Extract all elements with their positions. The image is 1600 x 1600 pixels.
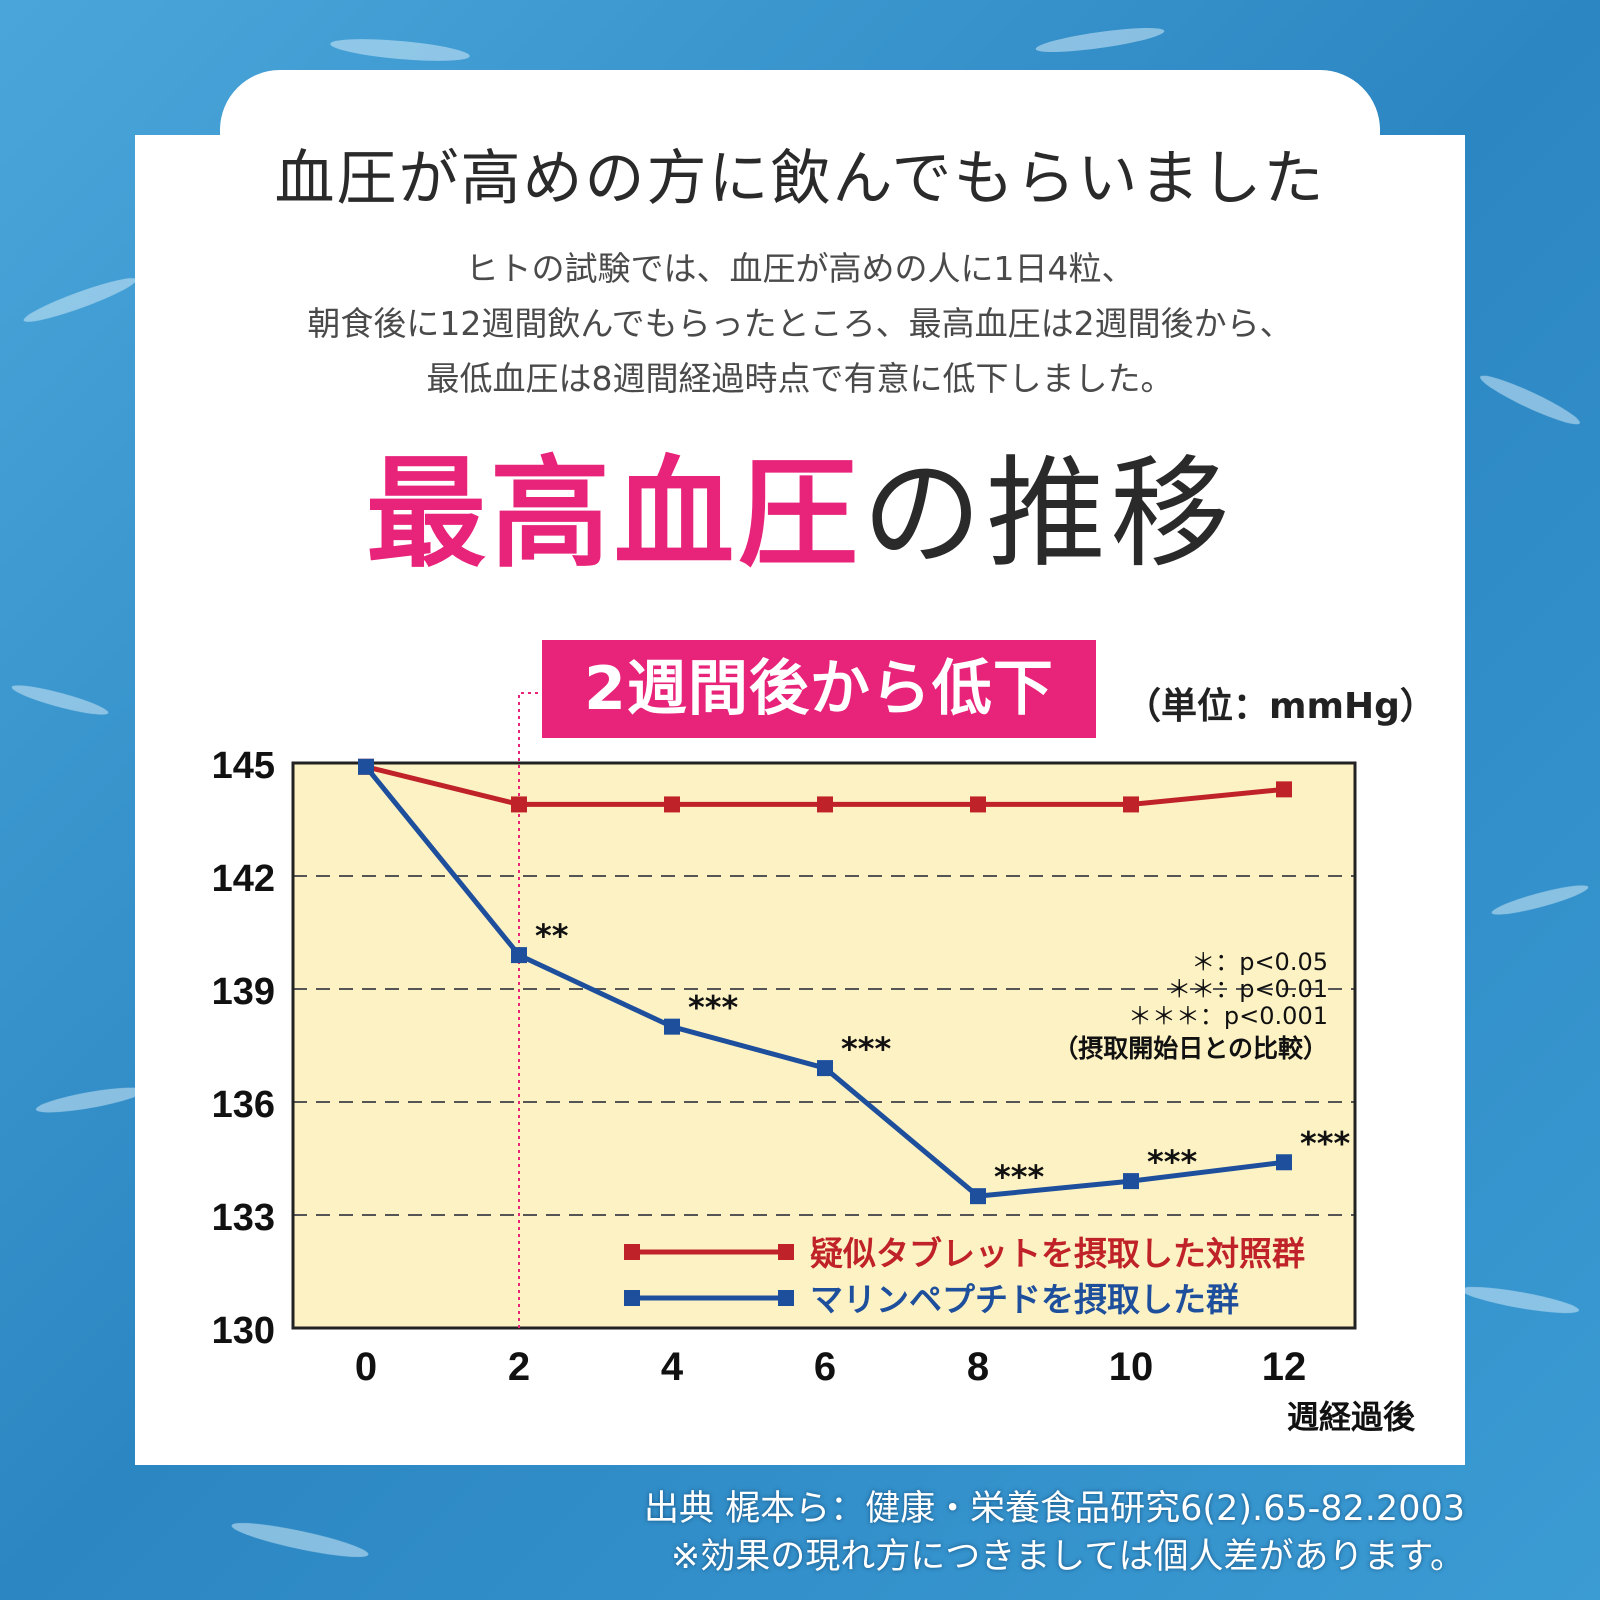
content-card-tab <box>220 70 1380 190</box>
data-point-1 <box>970 1188 986 1205</box>
legend-marker <box>624 1244 640 1260</box>
significance-legend-entry: （摂取開始日との比較） <box>1053 1034 1328 1063</box>
chart-title-rest: の推移 <box>862 445 1234 584</box>
y-tick-label: 145 <box>212 745 275 787</box>
description-line-3: 最低血圧は8週間経過時点で有意に低下しました。 <box>426 359 1174 398</box>
significance-mark: *** <box>688 989 738 1027</box>
data-point-1 <box>664 1018 680 1035</box>
annotation-line <box>518 692 542 1328</box>
y-tick-label: 133 <box>212 1197 275 1239</box>
data-point-0 <box>1123 796 1139 813</box>
significance-mark: ** <box>535 917 569 955</box>
source-citation: 出典 梶本ら：健康・栄養食品研究6(2).65-82.2003 <box>644 1489 1465 1529</box>
significance-mark: *** <box>1300 1124 1350 1162</box>
chart-title-highlight: 最高血圧 <box>366 445 862 584</box>
significance-mark: *** <box>1147 1143 1197 1181</box>
data-point-1 <box>511 947 527 964</box>
legend-marker <box>778 1290 794 1306</box>
plot-frame <box>291 761 1357 1330</box>
data-point-0 <box>970 796 986 813</box>
significance-mark: *** <box>994 1158 1044 1196</box>
x-tick-label: 12 <box>1262 1345 1307 1389</box>
x-tick-label: 2 <box>508 1345 530 1389</box>
data-point-0 <box>664 796 680 813</box>
chart-title: 最高血圧の推移 <box>0 445 1600 585</box>
legend-marker <box>624 1290 640 1306</box>
decrease-badge: 2週間後から低下 <box>542 640 1096 738</box>
x-axis-label: 週経過後 <box>1287 1398 1416 1436</box>
significance-legend-entry: ＊＊＊：p<0.001 <box>1128 1002 1328 1030</box>
plot-area <box>293 763 1355 1328</box>
x-tick-label: 0 <box>355 1345 377 1389</box>
data-point-1 <box>1123 1173 1139 1190</box>
description-line-2: 朝食後に12週間飲んでもらったところ、最高血圧は2週間後から、 <box>307 304 1293 343</box>
data-point-1 <box>1276 1154 1292 1171</box>
significance-legend-entry: ＊＊：p<0.01 <box>1167 975 1328 1003</box>
headline: 血圧が高めの方に飲んでもらいました <box>274 144 1326 214</box>
y-tick-label: 139 <box>212 971 275 1013</box>
significance-legend-entry: ＊：p<0.05 <box>1191 948 1328 976</box>
x-tick-label: 6 <box>814 1345 836 1389</box>
disclaimer: ※効果の現れ方につきましては個人差があります。 <box>670 1537 1465 1577</box>
x-tick-label: 4 <box>661 1345 684 1389</box>
data-point-1 <box>817 1060 833 1077</box>
x-tick-label: 10 <box>1109 1345 1154 1389</box>
unit-label: （単位：mmHg） <box>1125 686 1436 727</box>
y-tick-label: 142 <box>212 858 275 900</box>
significance-mark: *** <box>841 1030 891 1068</box>
data-point-0 <box>1276 781 1292 798</box>
x-tick-label: 8 <box>967 1345 989 1389</box>
data-point-1 <box>358 758 374 775</box>
legend-label-0: 疑似タブレットを摂取した対照群 <box>810 1234 1305 1273</box>
data-point-0 <box>817 796 833 813</box>
y-tick-label: 130 <box>212 1310 275 1352</box>
legend-marker <box>778 1244 794 1260</box>
data-point-0 <box>511 796 527 813</box>
y-tick-label: 136 <box>212 1084 275 1126</box>
description-line-1: ヒトの試験では、血圧が高めの人に1日4粒、 <box>465 249 1135 288</box>
legend-label-1: マリンペプチドを摂取した群 <box>810 1280 1239 1319</box>
